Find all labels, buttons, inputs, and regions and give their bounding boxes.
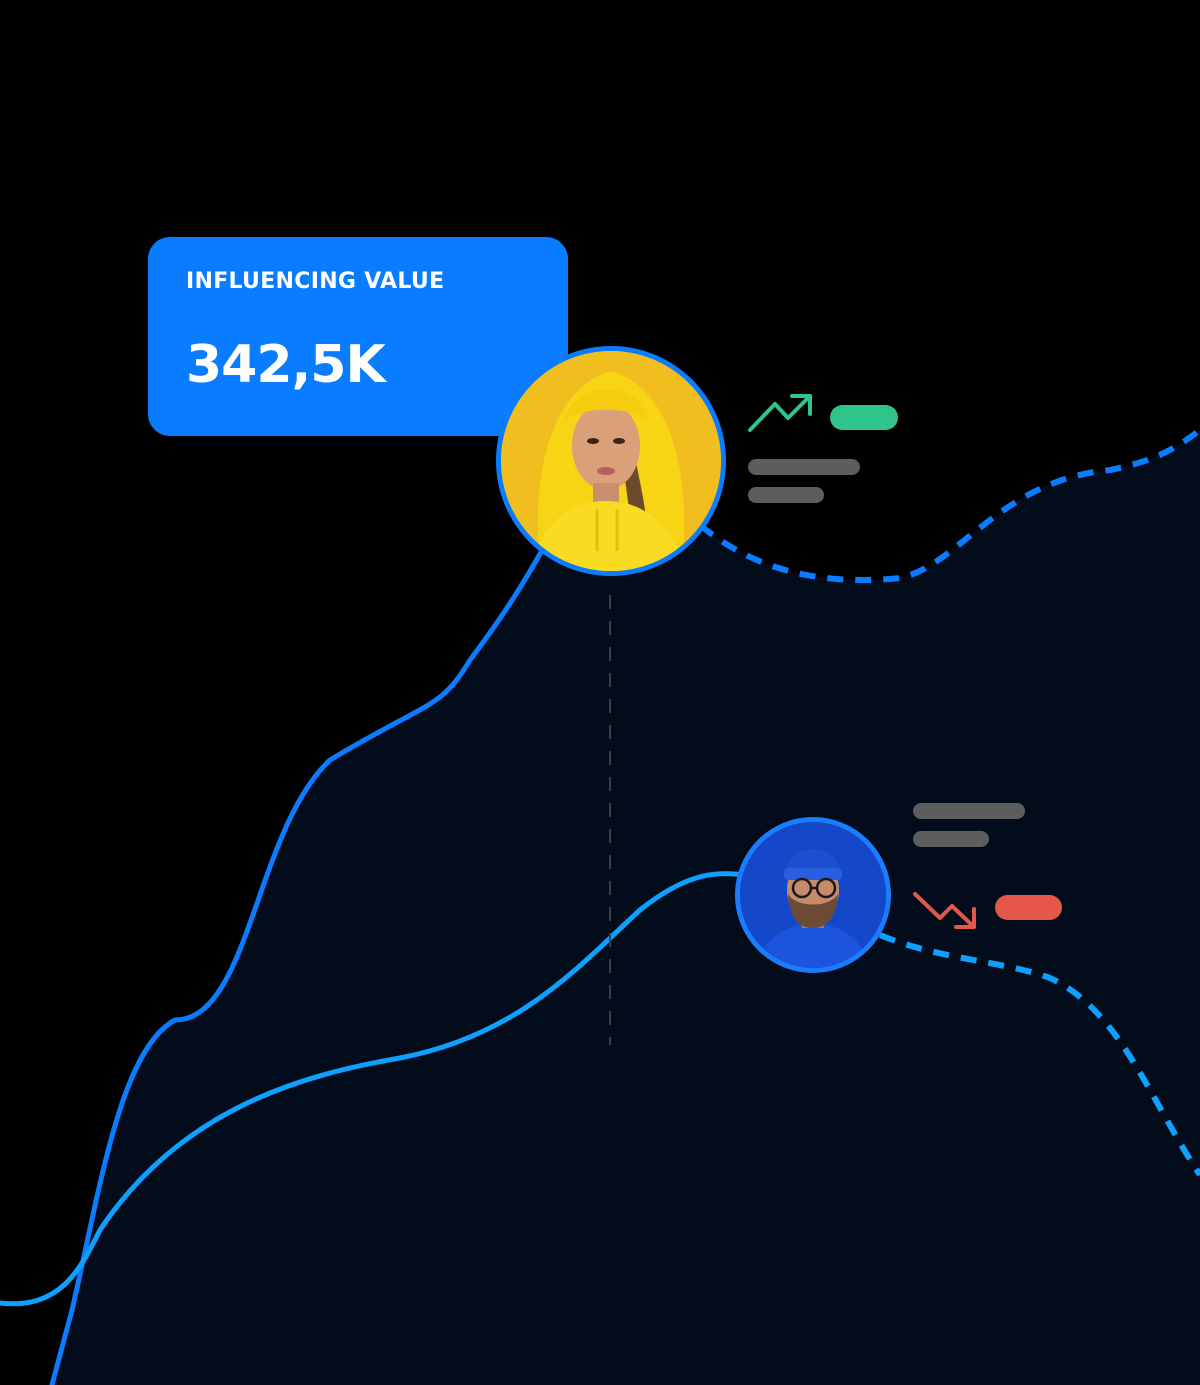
negative-change-badge	[995, 895, 1062, 920]
chart-area-fill	[52, 430, 1200, 1385]
primary-trend-projection	[698, 427, 1200, 583]
portrait-woman-icon	[501, 351, 721, 571]
avatar-woman[interactable]	[496, 346, 726, 576]
avatar-man[interactable]	[735, 817, 891, 973]
stat-placeholder-bar	[748, 487, 824, 503]
stat-placeholder-bar	[913, 803, 1025, 819]
trend-down-icon	[913, 892, 976, 929]
card-label: INFLUENCING VALUE	[186, 269, 445, 294]
secondary-trend-projection	[878, 932, 1200, 1177]
trend-up-icon	[748, 394, 812, 432]
stat-placeholder-bar	[748, 459, 860, 475]
secondary-trend-line	[0, 871, 748, 1307]
primary-trend-line	[49, 542, 548, 1385]
influencing-value-card: INFLUENCING VALUE 342,5K	[148, 237, 568, 436]
stat-placeholder-bar	[913, 831, 989, 847]
portrait-man-icon	[740, 822, 886, 968]
card-value: 342,5K	[186, 335, 386, 395]
positive-change-badge	[830, 405, 898, 430]
